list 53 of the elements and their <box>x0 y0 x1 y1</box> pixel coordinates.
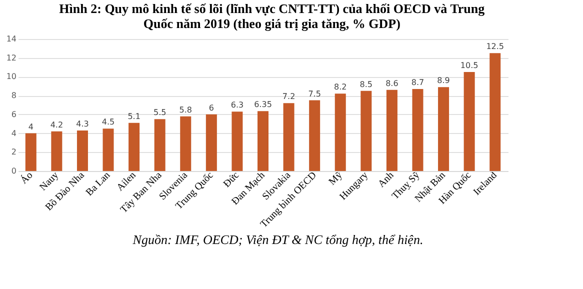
data-label: 6.3 <box>230 100 244 110</box>
bar <box>76 130 88 171</box>
bar <box>206 114 217 171</box>
bar <box>128 122 140 171</box>
text: Nguồn: IMF, OECD; Viện ĐT & NC tổng hợp, thể hiện. <box>132 232 424 247</box>
data-label: 4.5 <box>102 118 115 127</box>
y-tick-label: 2 <box>11 148 16 157</box>
bar <box>154 119 166 171</box>
bar <box>51 131 62 171</box>
data-label: 12.5 <box>486 42 504 52</box>
data-label: 4.2 <box>50 120 64 130</box>
bar <box>412 88 424 171</box>
bar <box>232 112 243 171</box>
y-tick-label: 10 <box>6 72 16 82</box>
y-tick-label: 6 <box>11 110 16 119</box>
x-tick-label: Áo <box>18 169 36 186</box>
chart-title: Hình 2: Quy mô kinh tế số lõi (lĩnh vực CNTT-TT) của khối OECD và Trung Quốc năm 2019 (theo giá trị gia tăng, % GDP) <box>59 1 486 31</box>
data-label: 8.9 <box>437 76 450 86</box>
bar <box>102 128 114 171</box>
bar <box>258 111 268 171</box>
data-label: 6.35 <box>254 100 272 110</box>
data-label: 8.7 <box>411 78 424 87</box>
data-label: 8.2 <box>334 82 347 92</box>
data-label: 10.5 <box>460 61 478 70</box>
y-tick-label: 0 <box>11 166 16 176</box>
bar <box>360 90 372 171</box>
bar <box>464 72 475 171</box>
bar <box>25 133 36 171</box>
x-tick-label: Ba Lan <box>84 170 113 198</box>
bar <box>334 94 346 171</box>
x-tick-label: Anh <box>376 170 396 190</box>
bar <box>438 87 450 171</box>
data-label: 4.3 <box>76 119 89 128</box>
bar <box>386 90 398 171</box>
bar <box>180 116 192 171</box>
bar <box>490 53 501 171</box>
data-label: 4 <box>28 122 34 132</box>
y-tick-label: 12 <box>6 53 16 62</box>
y-tick-label: 14 <box>6 34 16 44</box>
data-label: 5.8 <box>179 105 192 114</box>
data-label: 7.5 <box>308 89 321 98</box>
bar <box>283 103 294 171</box>
x-tick-label: Đức <box>222 170 242 190</box>
y-tick-label: 8 <box>11 91 16 100</box>
data-label: 5.1 <box>128 112 140 121</box>
y-tick-label: 4 <box>11 128 16 138</box>
x-tick-label: Mỹ <box>327 170 345 188</box>
data-label: 7.2 <box>282 92 296 102</box>
bar <box>309 100 320 171</box>
data-label: 8.6 <box>386 78 398 88</box>
data-label: 8.5 <box>360 80 373 89</box>
data-label: 5.5 <box>153 108 166 118</box>
data-label: 6 <box>208 103 214 112</box>
